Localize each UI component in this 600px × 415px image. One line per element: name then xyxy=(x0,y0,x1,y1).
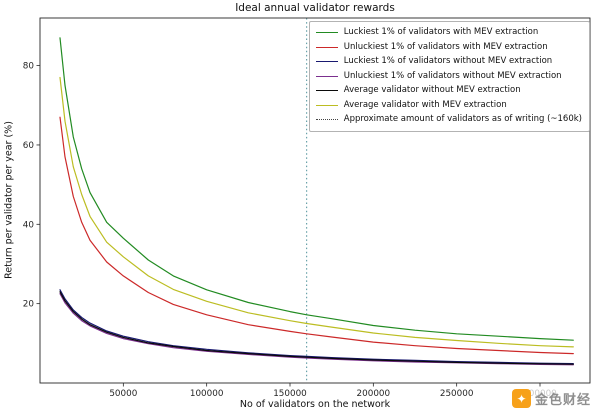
series-line xyxy=(59,37,574,341)
series-line xyxy=(59,116,574,355)
legend-label: Unluckiest 1% of validators without MEV … xyxy=(343,70,562,81)
x-tick-label: 200000 xyxy=(357,389,391,399)
series-line xyxy=(59,293,574,366)
legend-item: Average validator with MEV extraction xyxy=(315,99,582,112)
watermark-text: 金色财经 xyxy=(534,393,591,408)
legend-dotted-line-sample xyxy=(315,119,338,120)
legend: Luckiest 1% of validators with MEV extra… xyxy=(308,21,590,132)
x-tick-label: 50000 xyxy=(109,389,137,399)
legend-label: Unluckiest 1% of validators with MEV ext… xyxy=(343,41,548,52)
series-line xyxy=(59,291,574,365)
y-axis-label: Return per validator per year (%) xyxy=(3,121,15,279)
y-tick-label: 60 xyxy=(23,141,35,151)
legend-line-sample xyxy=(315,75,338,77)
legend-line-sample xyxy=(315,46,338,48)
series-line xyxy=(59,289,574,365)
watermark: ✦ 金色财经 xyxy=(507,387,595,410)
legend-label: Average validator without MEV extraction xyxy=(343,85,521,95)
legend-label: Luckiest 1% of validators without MEV ex… xyxy=(343,56,553,66)
legend-item: Approximate amount of validators as of w… xyxy=(315,113,582,126)
chart-title: Ideal annual validator rewards xyxy=(235,2,395,14)
legend-line-sample xyxy=(315,90,338,91)
legend-item: Average validator without MEV extraction xyxy=(315,84,582,97)
y-tick-label: 20 xyxy=(23,300,35,310)
legend-line-sample xyxy=(315,32,338,33)
x-tick-label: 150000 xyxy=(273,389,307,399)
legend-label: Approximate amount of validators as of w… xyxy=(343,114,582,124)
x-axis-label: No of validators on the network xyxy=(239,399,391,410)
legend-line-sample xyxy=(315,104,338,106)
watermark-logo-icon: ✦ xyxy=(511,389,531,408)
legend-label: Average validator with MEV extraction xyxy=(343,99,507,110)
x-tick-label: 250000 xyxy=(440,389,474,399)
x-tick-label: 100000 xyxy=(190,389,224,399)
y-tick-label: 40 xyxy=(23,220,35,230)
plot-border xyxy=(39,17,591,384)
legend-item: Unluckiest 1% of validators with MEV ext… xyxy=(315,41,582,54)
legend-item: Luckiest 1% of validators with MEV extra… xyxy=(315,26,582,39)
legend-line-sample xyxy=(315,61,338,62)
y-tick-label: 80 xyxy=(23,62,35,72)
legend-item: Unluckiest 1% of validators without MEV … xyxy=(315,70,582,83)
legend-item: Luckiest 1% of validators without MEV ex… xyxy=(315,55,582,68)
series-line xyxy=(59,76,574,348)
legend-label: Luckiest 1% of validators with MEV extra… xyxy=(343,27,539,37)
